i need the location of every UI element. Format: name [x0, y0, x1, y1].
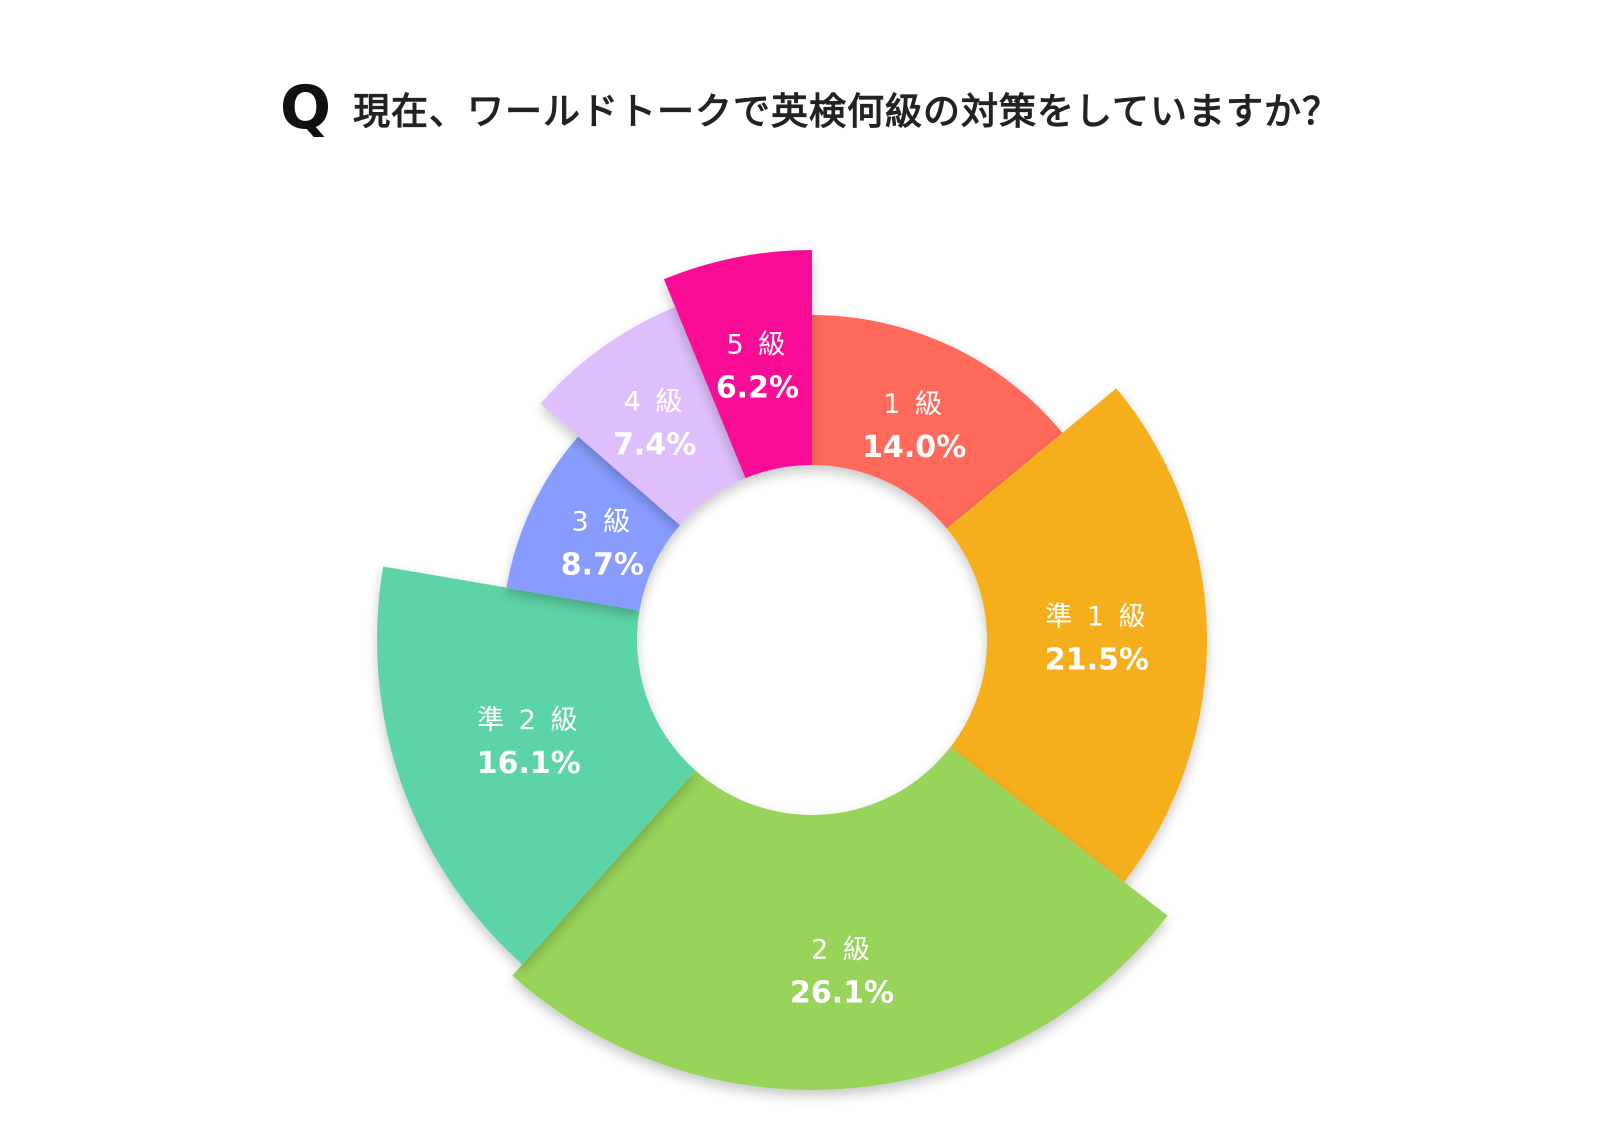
slice-category-label: 準 1 級 [1045, 602, 1148, 633]
slice-3 [512, 747, 1168, 1090]
slice-category-label: 準 2 級 [477, 705, 580, 736]
slice-value-label: 26.1% [790, 976, 894, 1011]
slice-value-label: 14.0% [862, 430, 966, 465]
slice-value-label: 8.7% [561, 548, 644, 583]
slice-2 [946, 388, 1207, 883]
slice-7 [663, 250, 812, 479]
slice-1 [812, 315, 1063, 529]
slice-4 [376, 566, 696, 965]
slice-category-label: 1 級 [883, 389, 945, 420]
chart-title: 現在、ワールドトークで英検何級の対策をしていますか？ [353, 90, 1340, 133]
slice-value-label: 7.4% [613, 428, 696, 463]
slice-category-label: 5 級 [727, 329, 789, 360]
slice-labels: 1 級 14.0% 準 1 級 21.5% 2 級 26.1% 準 2 級 16.1% 3 級 8… [477, 329, 1149, 1010]
slice-category-label: 4 級 [624, 387, 686, 418]
slice-value-label: 21.5% [1045, 643, 1149, 678]
slice-value-label: 6.2% [716, 370, 799, 405]
donut-slices [376, 250, 1207, 1090]
chart-title-row: Q 現在、ワールドトークで英検何級の対策をしていますか？ [0, 78, 1620, 138]
question-mark-badge: Q [280, 73, 332, 143]
slice-5 [506, 436, 681, 611]
slice-category-label: 3 級 [572, 507, 634, 538]
slice-value-label: 16.1% [477, 746, 581, 781]
slice-category-label: 2 級 [811, 935, 873, 966]
slice-6 [540, 306, 746, 526]
